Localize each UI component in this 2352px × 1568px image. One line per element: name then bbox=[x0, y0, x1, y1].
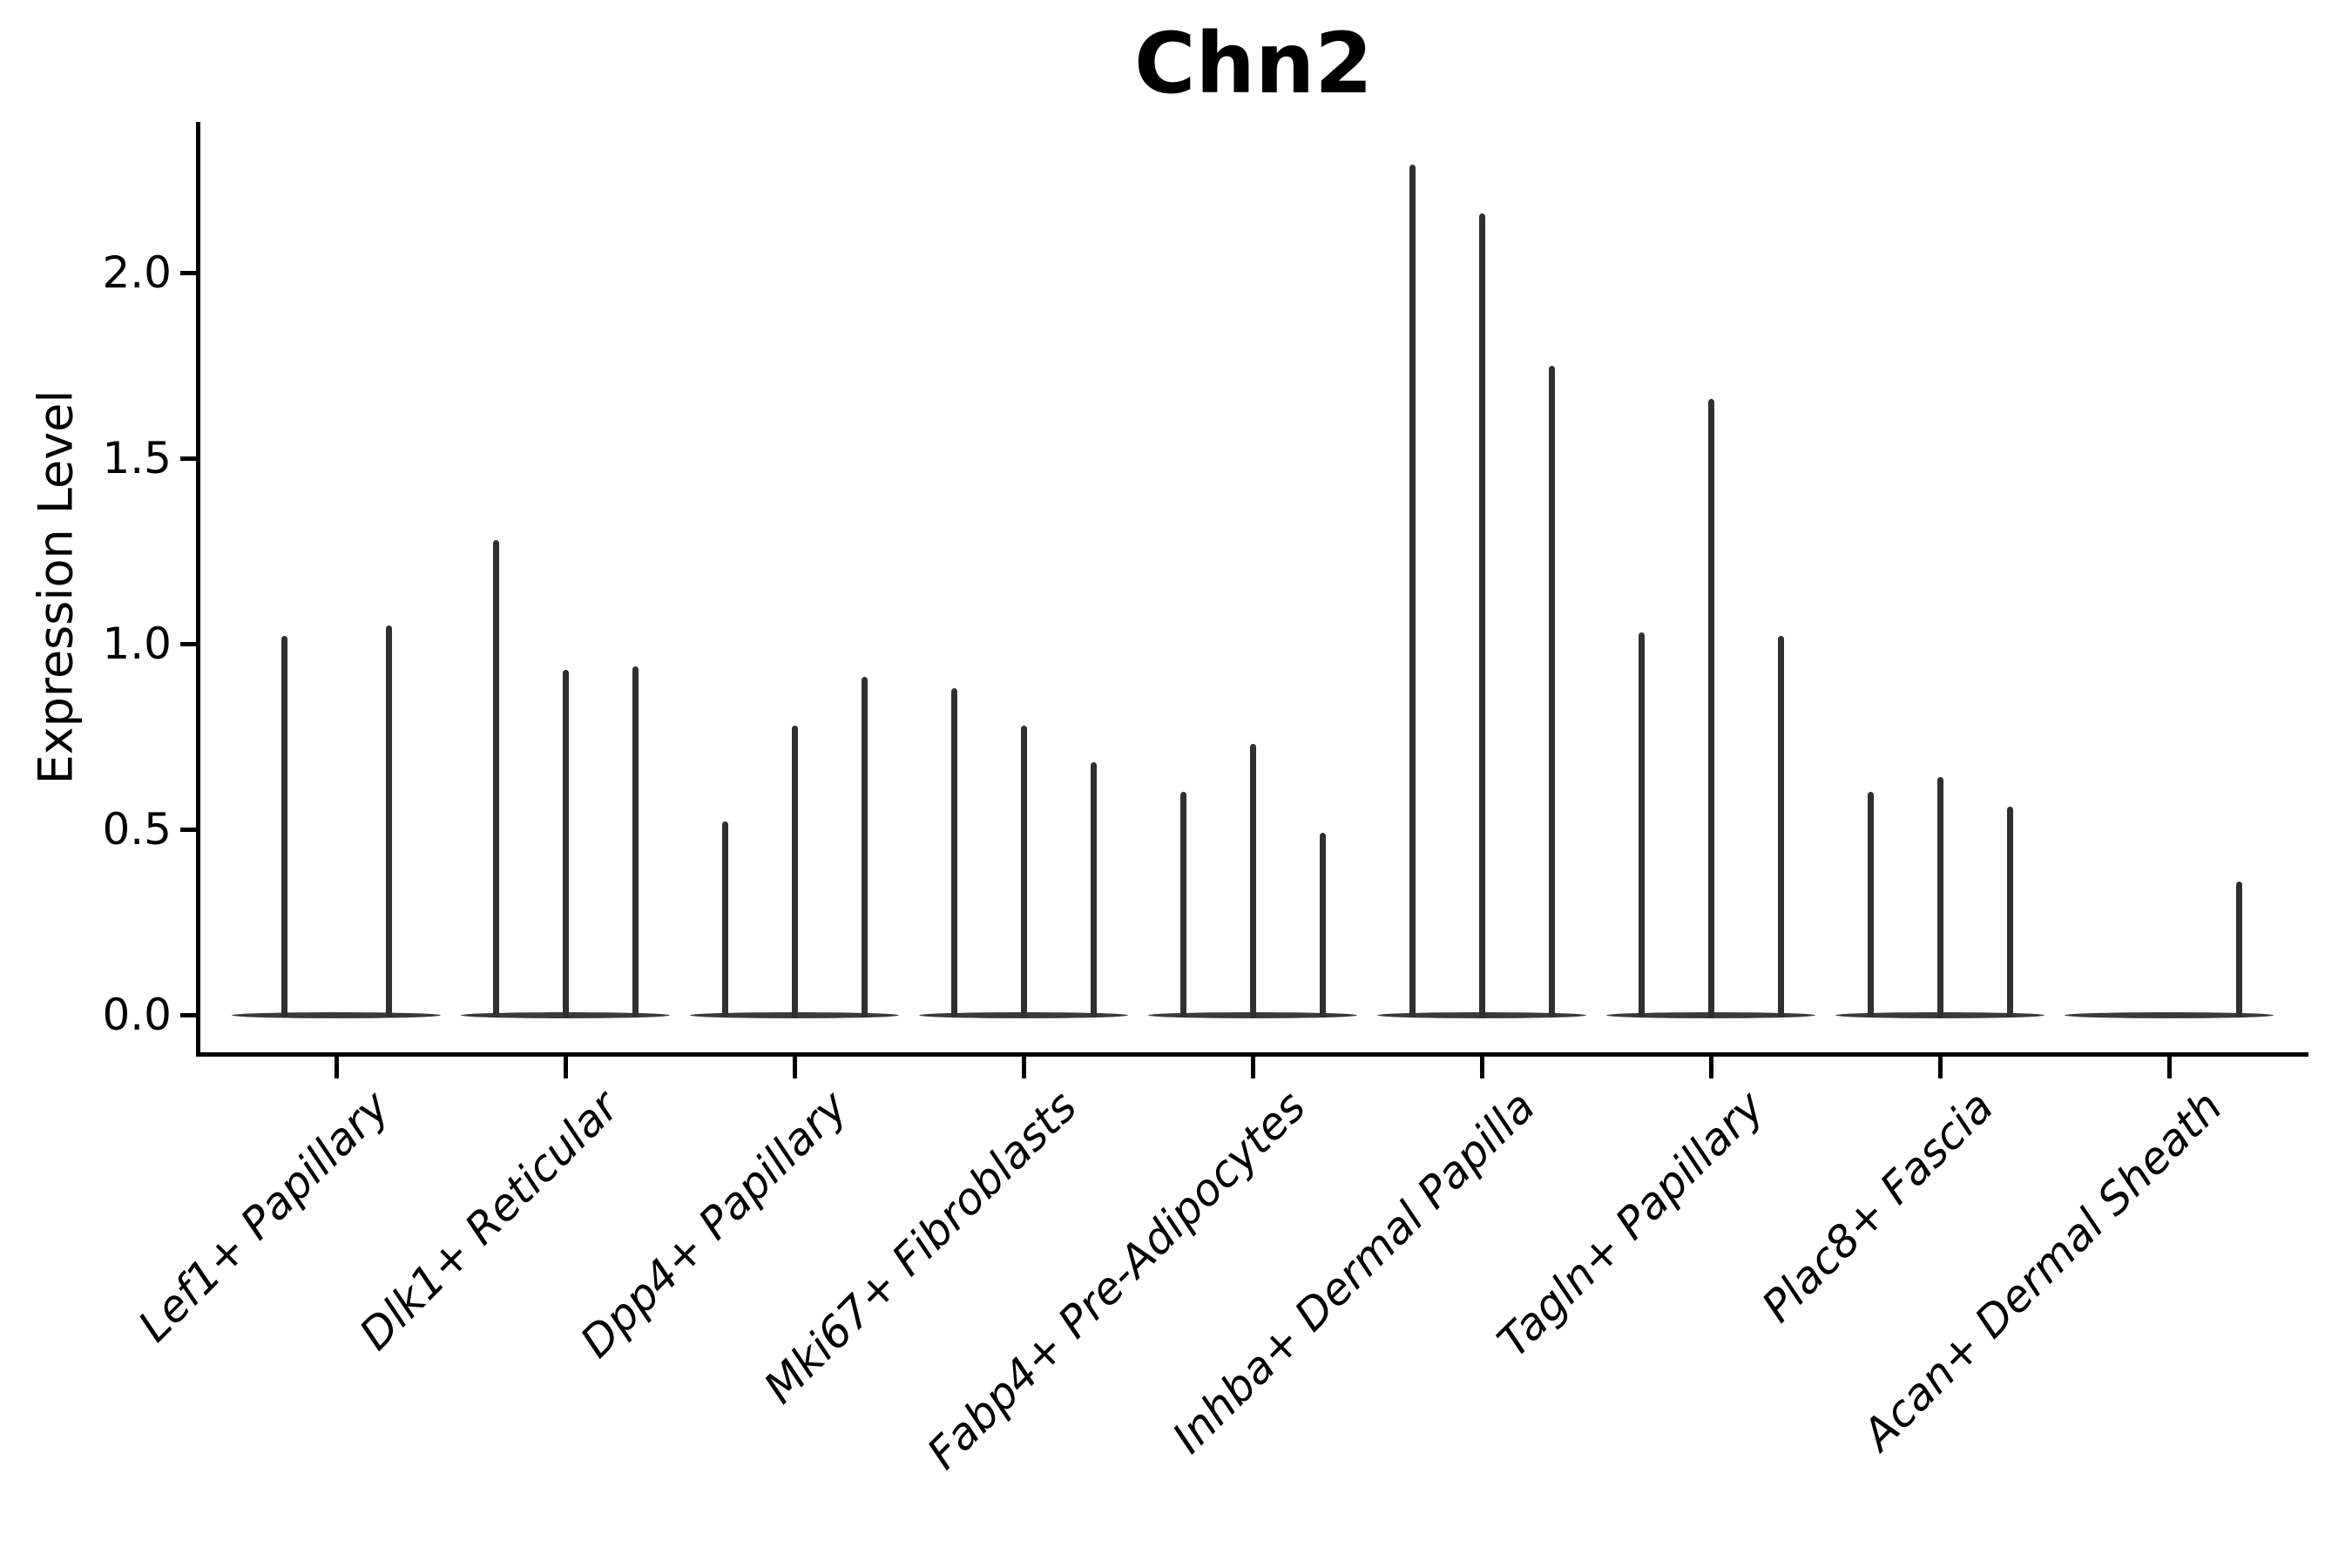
violin-spike bbox=[632, 666, 639, 1017]
violin-spike bbox=[1936, 777, 1943, 1017]
violin-spike bbox=[492, 539, 499, 1017]
violin-spike bbox=[2235, 881, 2242, 1017]
violin-spike bbox=[1409, 165, 1416, 1017]
violin-baseline bbox=[232, 1011, 441, 1018]
y-axis-spine bbox=[196, 122, 200, 1057]
violin-spike bbox=[721, 821, 728, 1017]
x-tick bbox=[2166, 1052, 2172, 1078]
violin-spike bbox=[1548, 365, 1555, 1017]
x-tick bbox=[334, 1052, 339, 1078]
violin-spike bbox=[1249, 744, 1256, 1017]
y-tick bbox=[180, 1012, 200, 1017]
y-tick bbox=[180, 456, 200, 461]
x-tick-label: Lef1+ Papillary bbox=[128, 1081, 400, 1352]
x-tick bbox=[1250, 1052, 1255, 1078]
violin-baseline bbox=[2065, 1011, 2274, 1018]
y-tick bbox=[180, 270, 200, 275]
violin-spike bbox=[950, 688, 957, 1017]
x-tick-label: Fabp4+ Pre-Adipocytes bbox=[917, 1081, 1316, 1479]
x-tick bbox=[563, 1052, 568, 1078]
violin-spike bbox=[861, 677, 868, 1017]
y-tick bbox=[180, 827, 200, 832]
y-tick-label: 2.0 bbox=[102, 247, 172, 298]
x-tick bbox=[792, 1052, 797, 1078]
y-tick-label: 0.0 bbox=[102, 990, 172, 1040]
y-tick-label: 1.0 bbox=[102, 618, 172, 669]
violin-spike bbox=[385, 625, 392, 1017]
x-tick bbox=[1708, 1052, 1713, 1078]
x-tick bbox=[1479, 1052, 1484, 1078]
violin-spike bbox=[1179, 792, 1186, 1017]
violin-spike bbox=[1020, 725, 1027, 1017]
violin-spike bbox=[1707, 398, 1714, 1017]
x-tick bbox=[1937, 1052, 1943, 1078]
violin-spike bbox=[1638, 632, 1645, 1017]
violin-spike bbox=[791, 725, 798, 1017]
violin-spike bbox=[562, 669, 569, 1017]
violin-spike bbox=[280, 636, 287, 1017]
y-tick bbox=[180, 641, 200, 646]
violin-spike bbox=[1867, 792, 1874, 1017]
violin-spike bbox=[1090, 762, 1097, 1017]
violin-spike bbox=[2006, 807, 2013, 1017]
y-tick-label: 0.5 bbox=[102, 804, 172, 855]
x-tick-label: Plac8+ Fascia bbox=[1752, 1081, 2004, 1333]
violin-spike bbox=[1777, 636, 1784, 1017]
x-tick bbox=[1021, 1052, 1026, 1078]
chart-title: Chn2 bbox=[1134, 15, 1373, 112]
y-tick-label: 1.5 bbox=[102, 433, 172, 483]
violin-spike bbox=[1478, 213, 1485, 1017]
violin-spike bbox=[1319, 833, 1326, 1017]
